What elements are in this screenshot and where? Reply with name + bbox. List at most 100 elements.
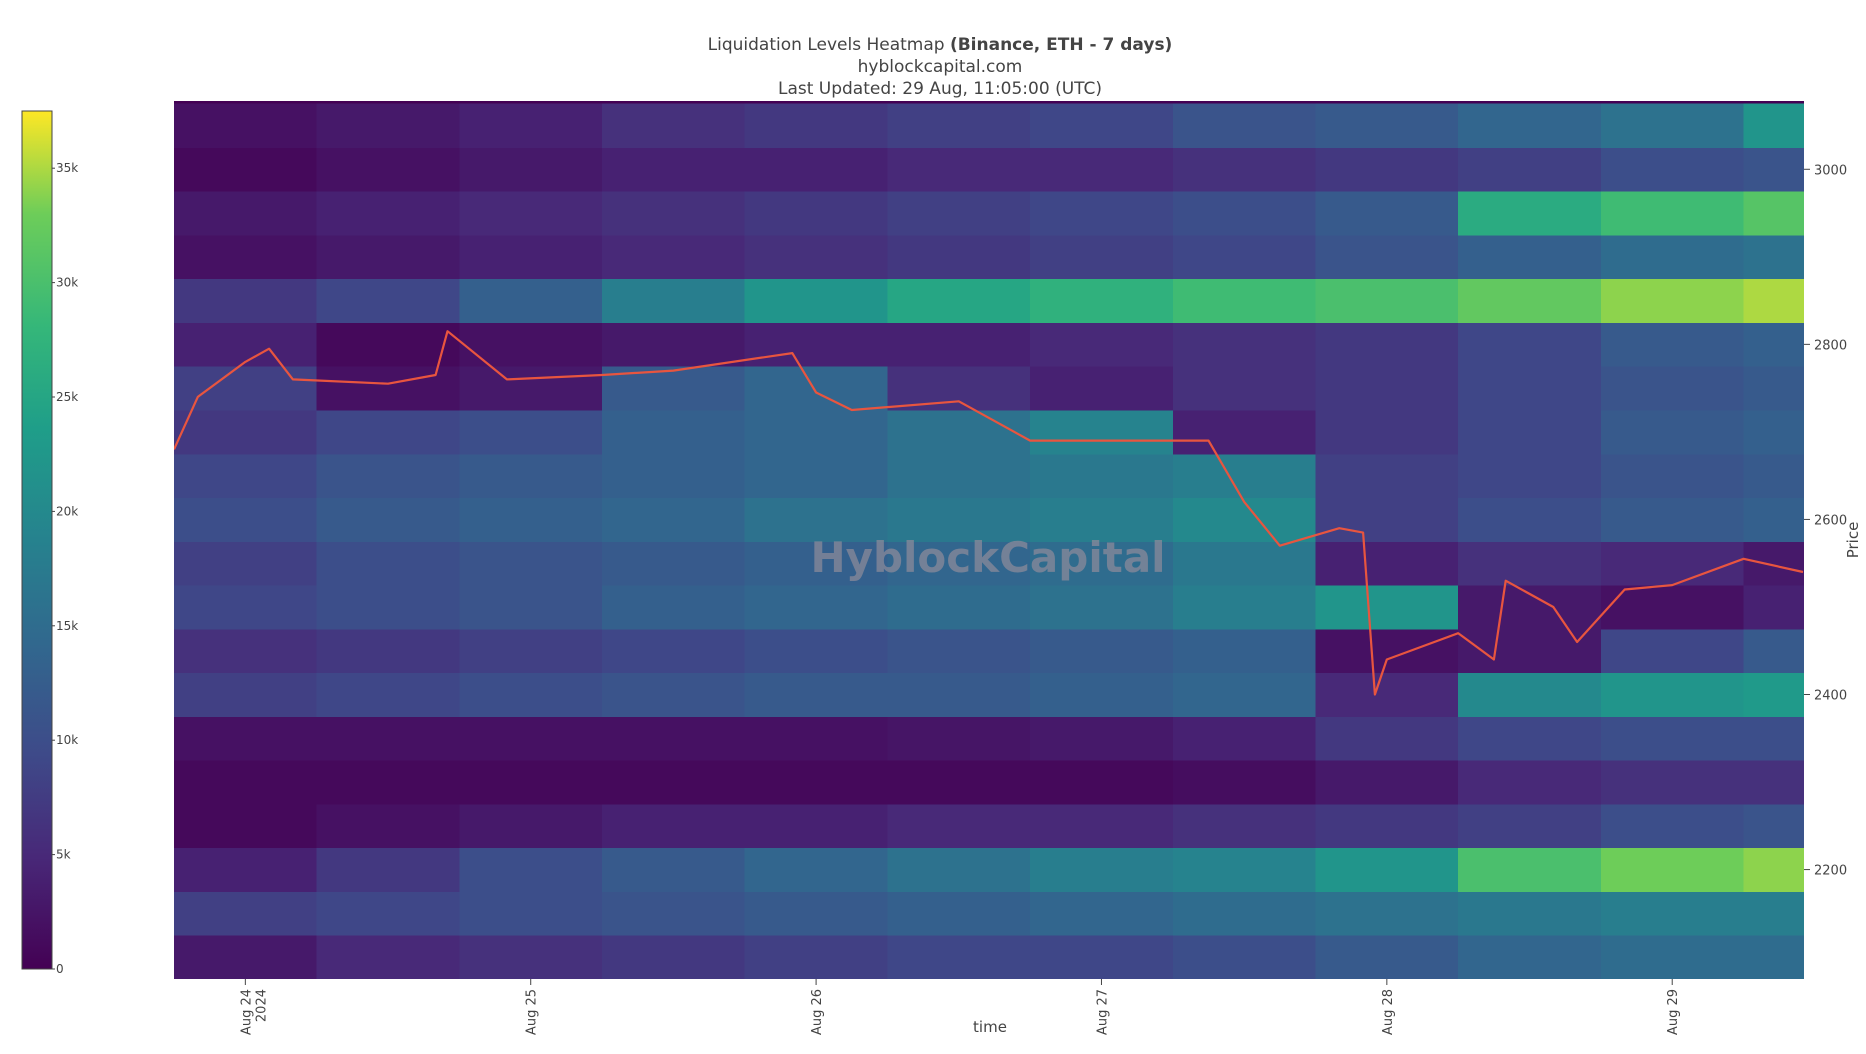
heatmap-cell	[1172, 278, 1316, 323]
heatmap-cell	[1458, 103, 1602, 148]
heatmap-cell	[1172, 147, 1316, 192]
heatmap-cell	[1743, 541, 1804, 586]
heatmap-cell	[744, 234, 888, 280]
heatmap-cell	[1315, 935, 1459, 979]
heatmap-cell	[744, 366, 888, 411]
heatmap-cell	[887, 891, 1031, 936]
heatmap-cell	[316, 541, 460, 586]
y-tick-label: 2600	[1814, 513, 1847, 528]
heatmap-cell	[1030, 585, 1174, 630]
heatmap-cell	[1172, 453, 1316, 499]
subtitle: hyblockcapital.com	[858, 57, 1023, 77]
x-tick-year: 2024	[254, 989, 269, 1022]
x-tick-label: Aug 26	[810, 989, 825, 1035]
heatmap-cell	[887, 628, 1031, 674]
heatmap-cell	[174, 628, 318, 674]
heatmap-cell	[1172, 716, 1316, 761]
heatmap-cell	[1600, 541, 1745, 586]
heatmap-cell	[1172, 541, 1316, 586]
heatmap-cell	[174, 847, 318, 892]
heatmap-cell	[1315, 672, 1459, 717]
heatmap-cell	[887, 366, 1031, 411]
heatmap-cell	[744, 585, 888, 630]
heatmap-cell	[744, 935, 888, 979]
heatmap-cell	[1030, 366, 1174, 411]
heatmap-cell	[887, 672, 1031, 717]
heatmap-cell	[1458, 935, 1602, 979]
heatmap-cell	[1030, 760, 1174, 805]
heatmap-cell	[174, 585, 318, 630]
heatmap-cell	[459, 278, 603, 323]
heatmap-cell	[1315, 716, 1459, 761]
heatmap-cell	[1030, 716, 1174, 761]
heatmap-cell	[174, 935, 318, 979]
heatmap-cell	[1315, 628, 1459, 674]
heatmap-cell	[1030, 278, 1174, 323]
heatmap-cell	[744, 497, 888, 542]
heatmap-cell	[316, 147, 460, 192]
heatmap-cell	[744, 191, 888, 236]
heatmap-cell	[744, 541, 888, 586]
heatmap-cell	[174, 234, 318, 280]
heatmap-cell	[174, 803, 318, 849]
heatmap-cell	[744, 147, 888, 192]
price-line	[174, 330, 1804, 696]
heatmap-cell	[1600, 672, 1745, 717]
heatmap-cell	[602, 147, 746, 192]
heatmap-cell	[1030, 628, 1174, 674]
heatmap-cell	[744, 103, 888, 148]
heatmap-cell	[1743, 322, 1804, 367]
heatmap-cell	[1600, 847, 1745, 892]
heatmap-cell	[459, 410, 603, 455]
heatmap-cell	[1743, 410, 1804, 455]
heatmap-cell	[887, 803, 1031, 849]
heatmap-cell	[316, 672, 460, 717]
heatmap-cell	[602, 585, 746, 630]
heatmap-cell	[1600, 234, 1745, 280]
heatmap-cell	[602, 453, 746, 499]
heatmap-cell	[1743, 628, 1804, 674]
x-tick-label: Aug 28	[1381, 989, 1396, 1035]
heatmap-cell	[744, 891, 888, 936]
heatmap-cell	[1458, 541, 1602, 586]
y-tick-label: 3000	[1814, 163, 1847, 178]
heatmap-cell	[602, 760, 746, 805]
heatmap-cell	[459, 497, 603, 542]
heatmap-cell	[1172, 322, 1316, 367]
heatmap-cell	[459, 147, 603, 192]
heatmap-cell	[316, 410, 460, 455]
heatmap-cell	[1030, 234, 1174, 280]
heatmap-cell	[1315, 497, 1459, 542]
heatmap-cell	[887, 103, 1031, 148]
heatmap-cell	[1743, 803, 1804, 849]
heatmap-cell	[174, 497, 318, 542]
y-tick-label: 2200	[1814, 864, 1847, 879]
chart-title: Liquidation Levels Heatmap (Binance, ETH…	[708, 35, 1173, 55]
heatmap-cell	[1743, 234, 1804, 280]
heatmap-cell	[744, 672, 888, 717]
heatmap-cell	[316, 935, 460, 979]
watermark: HyblockCapital	[810, 533, 1165, 582]
heatmap-cell	[1315, 103, 1459, 148]
heatmap-cell	[1743, 453, 1804, 499]
heatmap-cell	[459, 366, 603, 411]
heatmap-cell	[1172, 891, 1316, 936]
colorbar-tick-label: 30k	[56, 276, 78, 290]
heatmap-cell	[1743, 585, 1804, 630]
heatmap-cell	[1458, 322, 1602, 367]
heatmap-cell	[1458, 672, 1602, 717]
heatmap-cell	[174, 672, 318, 717]
heatmap-cell	[602, 672, 746, 717]
heatmap-cell	[316, 278, 460, 323]
heatmap-cell	[744, 278, 888, 323]
heatmap-cell	[459, 891, 603, 936]
heatmap-cell	[1172, 672, 1316, 717]
heatmap-cell	[316, 847, 460, 892]
heatmap-cell	[316, 453, 460, 499]
heatmap-cell	[1600, 716, 1745, 761]
heatmap-cell	[744, 716, 888, 761]
heatmap-cell	[1600, 322, 1745, 367]
colorbar-tick-label: 20k	[56, 504, 78, 518]
heatmap-cell	[459, 935, 603, 979]
y-tick-label: 2800	[1814, 338, 1847, 353]
